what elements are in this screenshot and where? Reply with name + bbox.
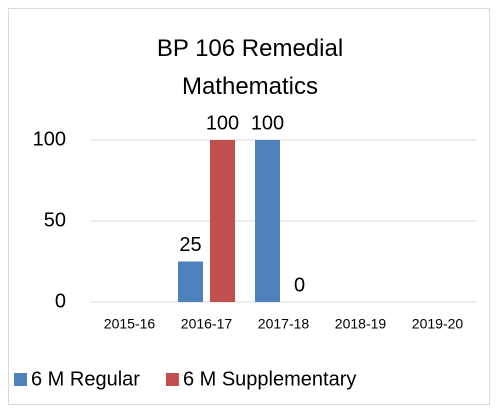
x-tick-label: 2015-16 [104, 316, 156, 332]
y-tick-label: 50 [44, 209, 66, 231]
legend-swatch [14, 373, 27, 386]
legend-label: 6 M Supplementary [183, 368, 356, 390]
bar [255, 140, 280, 302]
data-label: 100 [206, 112, 239, 134]
data-label: 0 [294, 274, 305, 296]
x-tick-label: 2017-18 [258, 316, 310, 332]
y-tick-label: 100 [33, 128, 66, 150]
y-tick-label: 0 [55, 290, 66, 312]
legend-swatch [165, 373, 179, 386]
chart-border [8, 8, 490, 405]
data-label: 25 [179, 234, 201, 256]
bar [210, 140, 235, 302]
x-tick-label: 2016-17 [181, 316, 233, 332]
chart-title: BP 106 Remedial Mathematics [157, 35, 343, 100]
data-label: 100 [251, 112, 284, 134]
bar [178, 261, 203, 302]
x-tick-label: 2019-20 [412, 316, 464, 332]
x-tick-label: 2018-19 [335, 316, 387, 332]
legend-label: 6 M Regular [31, 368, 140, 390]
